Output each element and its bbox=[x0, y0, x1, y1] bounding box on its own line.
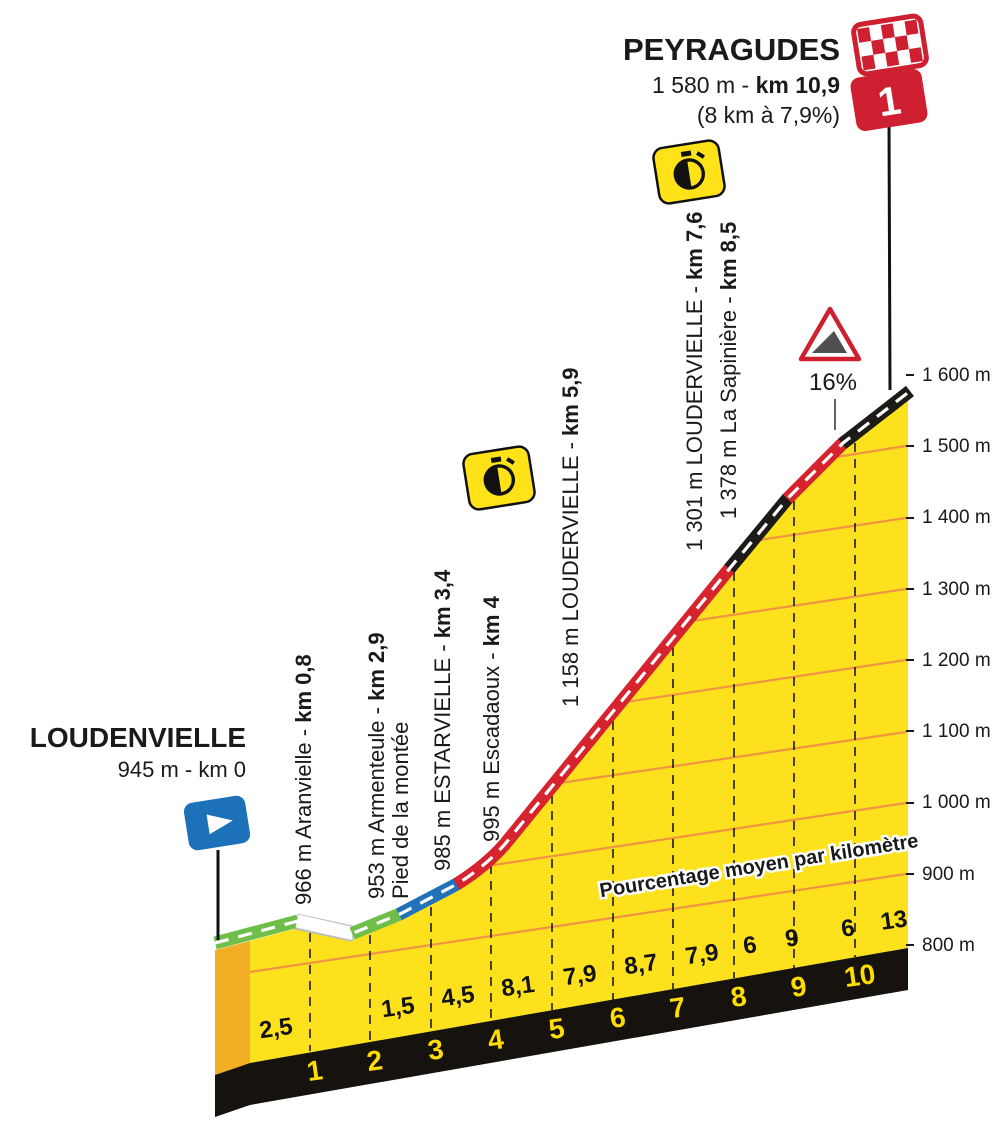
gradient-value: 1,5 bbox=[380, 992, 417, 1023]
elevation-label: 900 m bbox=[922, 864, 975, 885]
gradient-value: 8,1 bbox=[500, 971, 537, 1002]
km-tick: 2 bbox=[365, 1044, 385, 1077]
km-tick: 5 bbox=[547, 1012, 567, 1045]
km-tick: 3 bbox=[426, 1033, 446, 1066]
gridline-900m bbox=[249, 872, 907, 974]
start-flag bbox=[183, 795, 251, 851]
yellow-body bbox=[250, 399, 908, 1063]
km-tick: 10 bbox=[842, 958, 877, 993]
gradient-value: 8,7 bbox=[623, 949, 660, 980]
gradient-values: 2,5 1,5 4,5 8,1 7,9 8,7 7,9 6 9 6 13 bbox=[258, 905, 910, 1044]
waypoint-label-loudervielle-2: 1 301 m LOUDERVIELLE - km 7,6 bbox=[682, 211, 707, 551]
km-base-band bbox=[250, 948, 908, 1105]
finish-name: PEYRAGUDES bbox=[623, 32, 840, 67]
elevation-label: 1 500 m bbox=[922, 436, 991, 457]
km-tick: 7 bbox=[668, 991, 688, 1024]
elevation-label: 1 400 m bbox=[922, 507, 991, 528]
gridline-1000m bbox=[486, 801, 907, 868]
start-name: LOUDENVIELLE bbox=[30, 722, 246, 753]
elevation-gridlines bbox=[249, 444, 907, 974]
km-tick: 1 bbox=[305, 1054, 325, 1087]
finish-block: PEYRAGUDES 1 580 m - km 10,9 (8 km à 7,9… bbox=[623, 13, 929, 391]
elevation-ticks bbox=[906, 374, 914, 946]
start-block: LOUDENVIELLE 945 m - km 0 bbox=[30, 722, 251, 940]
road-green-1 bbox=[213, 914, 300, 950]
mountain-body bbox=[215, 399, 908, 1117]
stopwatch-icon bbox=[483, 456, 516, 496]
waypoint-label-loudervielle-1: 1 158 m LOUDERVIELLE - km 5,9 bbox=[558, 367, 583, 707]
km-tick: 4 bbox=[486, 1023, 506, 1056]
start-alt-dist: 945 m - km 0 bbox=[118, 757, 246, 782]
elevation-label: 1 000 m bbox=[922, 792, 991, 813]
checker-cells bbox=[857, 19, 923, 71]
km-tick: 8 bbox=[729, 980, 749, 1013]
gradient-value: 9 bbox=[783, 924, 800, 953]
timecheck-flag-loudervielle bbox=[652, 139, 726, 205]
road bbox=[213, 385, 914, 950]
steep-warning: 16% bbox=[798, 306, 862, 430]
start-play-icon bbox=[206, 814, 233, 835]
gridline-1300m bbox=[691, 587, 907, 623]
gridline-1400m bbox=[758, 516, 907, 542]
elevation-label: 1 200 m bbox=[922, 650, 991, 671]
finish-note: (8 km à 7,9%) bbox=[697, 102, 840, 128]
elevation-label: 1 300 m bbox=[922, 579, 991, 600]
elevation-label: 1 100 m bbox=[922, 721, 991, 742]
waypoint-label-armenteule-note: Pied de la montée bbox=[388, 722, 413, 899]
gradient-value: 2,5 bbox=[258, 1013, 295, 1044]
gradient-value: 6 bbox=[741, 931, 758, 960]
waypoint-label-estarvielle: 985 m ESTARVIELLE - km 3,4 bbox=[430, 569, 455, 871]
waypoint-label-armenteule: 953 m Armenteule - km 2,9 bbox=[364, 632, 389, 899]
elevation-label: 1 600 m bbox=[922, 365, 991, 386]
waypoint-label-aranvielle: 966 m Aranvielle - km 0,8 bbox=[291, 654, 316, 905]
km-tick: 9 bbox=[789, 970, 809, 1003]
gridline-1100m bbox=[559, 730, 907, 785]
warning-triangle-icon bbox=[798, 306, 862, 362]
waypoint-label-escadaoux: 995 m Escadaoux - km 4 bbox=[479, 595, 504, 842]
warning-slope-glyph bbox=[812, 331, 847, 353]
gradient-value: 13 bbox=[879, 905, 909, 935]
finish-checkered-flag bbox=[851, 13, 929, 77]
gradient-value: 7,9 bbox=[562, 960, 599, 991]
gradient-value: 6 bbox=[839, 914, 856, 943]
waypoint-label-sapiniere: 1 378 m La Sapinière - km 8,5 bbox=[716, 222, 741, 519]
finish-flag-pole bbox=[887, 119, 892, 391]
road-centerline bbox=[214, 389, 911, 945]
km-gridlines bbox=[309, 443, 856, 1051]
km-tick: 6 bbox=[608, 1001, 628, 1034]
side-column-orange bbox=[215, 941, 250, 1075]
steepest-value: 16% bbox=[809, 369, 857, 396]
km-ticks: 1 2 3 4 5 6 7 8 9 10 bbox=[305, 958, 877, 1087]
elevation-label: 800 m bbox=[922, 935, 975, 956]
finish-alt-dist: 1 580 m - km 10,9 bbox=[652, 72, 840, 98]
gradient-value: 7,9 bbox=[684, 939, 721, 970]
stopwatch-icon bbox=[673, 150, 706, 190]
category-badge: 1 bbox=[850, 68, 928, 132]
waypoint-labels: 966 m Aranvielle - km 0,8 953 m Armenteu… bbox=[291, 211, 741, 905]
side-column-base bbox=[215, 1063, 250, 1117]
gradient-value: 4,5 bbox=[440, 981, 477, 1012]
elevation-scale: 1 600 m 1 500 m 1 400 m 1 300 m 1 200 m … bbox=[906, 365, 991, 956]
timecheck-flag-escadaoux bbox=[462, 445, 536, 511]
category-badge-shape bbox=[850, 68, 928, 132]
gridline-1500m bbox=[835, 444, 907, 459]
